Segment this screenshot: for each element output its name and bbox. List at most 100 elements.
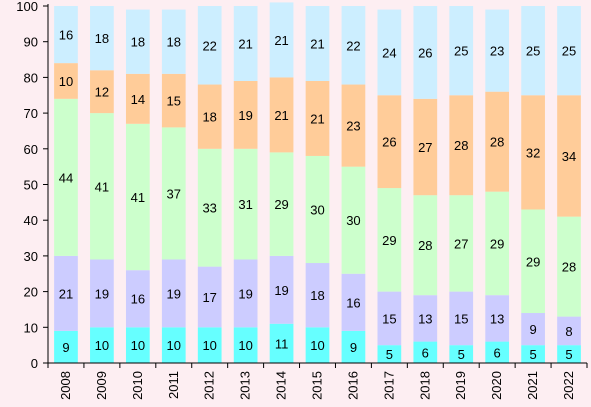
data-label-2020-2: 29 (490, 236, 504, 251)
y-tick-label: 60 (24, 142, 38, 157)
data-label-2021-0: 5 (529, 347, 536, 362)
data-label-2018-1: 13 (418, 311, 432, 326)
data-label-2021-3: 32 (526, 145, 540, 160)
bar-segment-2017-0 (377, 345, 402, 363)
bar-segment-2014-2 (269, 152, 294, 256)
bar-segment-2011-0 (161, 327, 186, 363)
bar-segment-2014-3 (269, 77, 294, 153)
bar-segment-2021-4 (521, 6, 545, 96)
x-tick-label-2012: 2012 (202, 371, 217, 400)
data-label-2010-1: 16 (131, 292, 145, 307)
x-tick-label-2021: 2021 (525, 371, 540, 400)
y-tick-label: 0 (31, 356, 38, 371)
data-label-2022-0: 5 (565, 347, 572, 362)
bar-segment-2009-1 (90, 259, 114, 328)
data-label-2019-2: 27 (454, 236, 468, 251)
data-label-2013-1: 19 (238, 286, 252, 301)
bars-layer (54, 2, 581, 363)
data-label-2022-2: 28 (562, 260, 576, 275)
bar-segment-2014-0 (269, 323, 294, 363)
bar-segment-2008-3 (54, 63, 78, 99)
data-label-2011-3: 15 (167, 94, 181, 109)
x-tick-label-2020: 2020 (489, 371, 504, 400)
bar-segment-2018-1 (413, 295, 438, 342)
data-label-2022-3: 34 (562, 149, 576, 164)
bar-segment-2012-2 (197, 148, 222, 267)
bar-segment-2008-1 (54, 255, 78, 331)
data-label-2014-3: 21 (274, 108, 288, 123)
data-label-2012-2: 33 (202, 201, 216, 216)
data-label-2008-3: 10 (59, 74, 73, 89)
bar-segment-2016-0 (341, 330, 366, 363)
bar-segment-2011-4 (161, 9, 186, 74)
data-label-2017-1: 15 (382, 311, 396, 326)
bar-segment-2016-1 (341, 273, 366, 331)
bar-segment-2013-2 (233, 148, 258, 260)
bar-segment-2022-2 (557, 216, 581, 317)
data-label-2021-2: 29 (526, 254, 540, 269)
bar-segment-2011-2 (161, 127, 186, 260)
bar-segment-2017-2 (377, 188, 402, 292)
data-label-2022-4: 25 (562, 44, 576, 59)
bar-segment-2011-3 (161, 73, 186, 128)
bar-segment-2022-1 (557, 316, 581, 346)
y-tick-label: 10 (24, 320, 38, 335)
bar-segment-2022-4 (557, 6, 581, 96)
bar-segment-2009-3 (90, 70, 114, 114)
data-label-2010-0: 10 (131, 338, 145, 353)
data-label-2009-0: 10 (95, 338, 109, 353)
bar-segment-2020-4 (485, 9, 510, 92)
bar-segment-2010-2 (125, 123, 150, 271)
bar-segment-2014-1 (269, 255, 294, 324)
data-label-2017-3: 26 (382, 135, 396, 150)
bar-segment-2010-4 (125, 9, 150, 74)
bar-segment-2012-4 (197, 6, 222, 85)
data-label-2010-4: 18 (131, 35, 145, 50)
data-label-2013-0: 10 (238, 338, 252, 353)
y-tick-label: 90 (24, 35, 38, 50)
data-label-2012-1: 17 (202, 290, 216, 305)
bar-segment-2022-0 (557, 345, 581, 363)
data-label-2020-3: 28 (490, 135, 504, 150)
bar-segment-2009-0 (90, 327, 114, 363)
bar-segment-2008-2 (54, 98, 78, 256)
bar-segment-2018-4 (413, 6, 438, 99)
data-label-2015-4: 21 (310, 36, 324, 51)
bar-segment-2012-0 (197, 327, 222, 363)
data-label-2008-4: 16 (59, 28, 73, 43)
data-label-2017-4: 24 (382, 45, 396, 60)
data-label-2015-0: 10 (310, 338, 324, 353)
bar-segment-2019-3 (449, 95, 474, 196)
x-tick-label-2014: 2014 (274, 371, 289, 400)
bar-segment-2016-4 (341, 6, 366, 85)
data-label-2019-0: 5 (458, 347, 465, 362)
x-tick-label-2022: 2022 (561, 371, 576, 400)
bar-segment-2015-3 (305, 80, 330, 156)
data-label-2014-1: 19 (274, 283, 288, 298)
data-label-2021-4: 25 (526, 44, 540, 59)
bar-segment-2015-4 (305, 6, 330, 81)
x-tick-label-2018: 2018 (417, 371, 432, 400)
data-label-2008-2: 44 (59, 170, 73, 185)
data-label-2014-0: 11 (275, 336, 289, 351)
bar-segment-2021-0 (521, 345, 545, 363)
y-tick-label: 70 (24, 106, 38, 121)
bar-segment-2018-2 (413, 195, 438, 296)
bar-segment-2021-3 (521, 95, 545, 210)
data-label-2008-0: 9 (62, 340, 69, 355)
data-label-2012-4: 22 (202, 38, 216, 53)
data-label-2010-2: 41 (131, 190, 145, 205)
y-tick-label: 20 (24, 285, 38, 300)
bar-segment-2009-2 (90, 113, 114, 260)
y-tick-label: 100 (16, 0, 38, 14)
data-label-2018-4: 26 (418, 45, 432, 60)
data-label-2010-3: 14 (131, 92, 145, 107)
bar-segment-2021-2 (521, 209, 545, 314)
data-label-2013-3: 19 (238, 108, 252, 123)
bar-segment-2017-3 (377, 95, 402, 189)
data-label-2020-1: 13 (490, 311, 504, 326)
bar-segment-2019-2 (449, 195, 474, 292)
data-labels-layer: 9 21 44 10 16 10 19 41 12 18 10 16 41 14 18 10 19 37 15 18 1… (59, 28, 577, 363)
x-tick-label-2015: 2015 (310, 371, 325, 400)
